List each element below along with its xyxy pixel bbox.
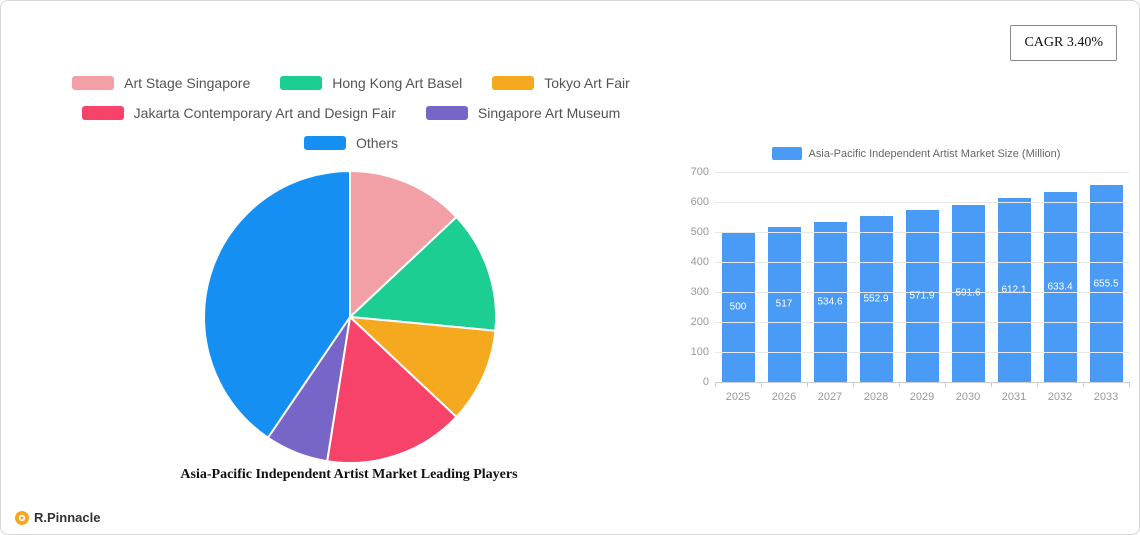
bar-2025[interactable]: 500 bbox=[721, 232, 755, 382]
bar-value-label: 552.9 bbox=[863, 293, 889, 305]
y-axis-label: 600 bbox=[690, 196, 709, 208]
bar-2029[interactable]: 571.9 bbox=[905, 210, 939, 382]
bar-value-label: 571.9 bbox=[909, 290, 935, 302]
bar-2027[interactable]: 534.6 bbox=[813, 221, 847, 382]
pie-slice-0[interactable] bbox=[349, 170, 458, 318]
y-axis-label: 700 bbox=[690, 166, 709, 178]
x-axis-label: 2025 bbox=[725, 391, 751, 403]
pie-legend-item-1[interactable]: Hong Kong Art Basel bbox=[280, 75, 462, 91]
bar-value-label: 655.5 bbox=[1093, 278, 1119, 290]
bar-2031[interactable]: 612.1 bbox=[997, 198, 1031, 382]
x-axis-label: 2033 bbox=[1093, 391, 1119, 403]
gridline bbox=[715, 172, 1129, 173]
x-axis-label: 2027 bbox=[817, 391, 843, 403]
gridline bbox=[715, 292, 1129, 293]
legend-label: Jakarta Contemporary Art and Design Fair bbox=[133, 105, 396, 121]
x-axis-tick bbox=[990, 382, 992, 387]
x-axis-label: 2026 bbox=[771, 391, 797, 403]
legend-swatch bbox=[72, 76, 115, 90]
pie-slice-5[interactable] bbox=[203, 170, 351, 439]
bar-legend-swatch bbox=[771, 147, 802, 160]
bar-band: 612.1 bbox=[991, 172, 1037, 382]
legend-swatch bbox=[280, 76, 323, 90]
pie-chart-title: Asia-Pacific Independent Artist Market L… bbox=[180, 467, 518, 482]
bar-band: 534.6 bbox=[807, 172, 853, 382]
logo-icon bbox=[15, 510, 29, 525]
bar-band: 591.6 bbox=[945, 172, 991, 382]
x-axis-tick bbox=[715, 382, 716, 387]
pie-chart bbox=[203, 170, 497, 464]
bar-2032[interactable]: 633.4 bbox=[1043, 192, 1077, 382]
bar-plot: 500 517 534.6 552.9 571.9 591.6 612.1 633.4 655.… bbox=[691, 166, 1130, 388]
bar-value-label: 534.6 bbox=[817, 296, 843, 308]
bar-value-label: 633.4 bbox=[1047, 281, 1073, 293]
pie-slice-2[interactable] bbox=[349, 316, 497, 418]
gridline bbox=[715, 232, 1129, 233]
legend-label: Others bbox=[355, 135, 398, 151]
x-axis-tick bbox=[807, 382, 808, 387]
bar-2026[interactable]: 517 bbox=[767, 226, 801, 382]
x-axis-tick bbox=[945, 382, 946, 387]
bar-legend-item[interactable]: Asia-Pacific Independent Artist Market S… bbox=[691, 147, 1139, 160]
legend-label: Singapore Art Museum bbox=[477, 105, 621, 121]
legend-swatch bbox=[425, 106, 468, 120]
x-axis-tick bbox=[761, 382, 762, 387]
bar-value-label: 591.6 bbox=[955, 287, 981, 299]
gridline bbox=[715, 352, 1129, 353]
x-axis-tick bbox=[852, 382, 854, 387]
bar-bands: 500 517 534.6 552.9 571.9 591.6 612.1 633.4 655.… bbox=[715, 172, 1129, 382]
y-axis-label: 400 bbox=[690, 256, 709, 268]
bar-value-label: 517 bbox=[775, 298, 793, 310]
legend-swatch bbox=[303, 136, 346, 150]
pie-legend-item-0[interactable]: Art Stage Singapore bbox=[72, 75, 250, 91]
x-axis-label: 2031 bbox=[1001, 391, 1027, 403]
gridline bbox=[715, 202, 1129, 203]
gridline bbox=[715, 262, 1129, 263]
y-axis-label: 100 bbox=[690, 346, 709, 358]
pie-legend-item-4[interactable]: Singapore Art Museum bbox=[425, 105, 621, 121]
bar-value-label: 612.1 bbox=[1001, 284, 1027, 296]
gridline bbox=[715, 322, 1129, 323]
bar-chart: Asia-Pacific Independent Artist Market S… bbox=[691, 147, 1139, 403]
x-axis-label: 2032 bbox=[1047, 391, 1073, 403]
x-axis-tick bbox=[1083, 382, 1084, 387]
y-axis-label: 300 bbox=[690, 286, 709, 298]
legend-label: Tokyo Art Fair bbox=[544, 75, 630, 91]
pie-legend-item-2[interactable]: Tokyo Art Fair bbox=[492, 75, 630, 91]
bar-2028[interactable]: 552.9 bbox=[859, 216, 893, 382]
y-axis-label: 0 bbox=[702, 376, 709, 388]
brand-name: R.Pinnacle bbox=[34, 510, 101, 525]
legend-swatch bbox=[81, 106, 124, 120]
legend-swatch bbox=[492, 76, 535, 90]
bar-band: 571.9 bbox=[899, 172, 945, 382]
x-axis-label: 2029 bbox=[909, 391, 935, 403]
pie-legend-item-3[interactable]: Jakarta Contemporary Art and Design Fair bbox=[81, 105, 396, 121]
bar-band: 552.9 bbox=[853, 172, 899, 382]
bar-band: 517 bbox=[761, 172, 807, 382]
x-axis-labels: 2025 2026 2027 2028 2029 2030 2031 2032 2033 bbox=[715, 383, 1129, 403]
brand-logo: R.Pinnacle bbox=[15, 510, 100, 525]
x-axis-tick bbox=[1129, 382, 1130, 387]
x-axis-label: 2030 bbox=[955, 391, 981, 403]
bar-band: 500 bbox=[715, 172, 761, 382]
x-axis-label: 2028 bbox=[863, 391, 889, 403]
y-axis-label: 500 bbox=[690, 226, 709, 238]
x-axis-tick bbox=[899, 382, 900, 387]
pie-legend-item-5[interactable]: Others bbox=[303, 135, 398, 151]
y-axis-label: 200 bbox=[690, 316, 709, 328]
pie-slice-3[interactable] bbox=[326, 316, 458, 464]
bar-band: 633.4 bbox=[1037, 172, 1083, 382]
bar-value-label: 500 bbox=[729, 301, 747, 313]
x-axis-tick bbox=[1037, 382, 1038, 387]
bar-2033[interactable]: 655.5 bbox=[1089, 185, 1123, 382]
pie-legend: Art Stage Singapore Hong Kong Art Basel To… bbox=[31, 75, 671, 151]
legend-label: Art Stage Singapore bbox=[124, 75, 251, 91]
legend-label: Hong Kong Art Basel bbox=[332, 75, 463, 91]
pie-slice-1[interactable] bbox=[349, 216, 497, 332]
bar-band: 655.5 bbox=[1083, 172, 1129, 382]
cagr-badge: CAGR 3.40% bbox=[1010, 25, 1117, 61]
bar-legend-label: Asia-Pacific Independent Artist Market S… bbox=[808, 147, 1061, 160]
